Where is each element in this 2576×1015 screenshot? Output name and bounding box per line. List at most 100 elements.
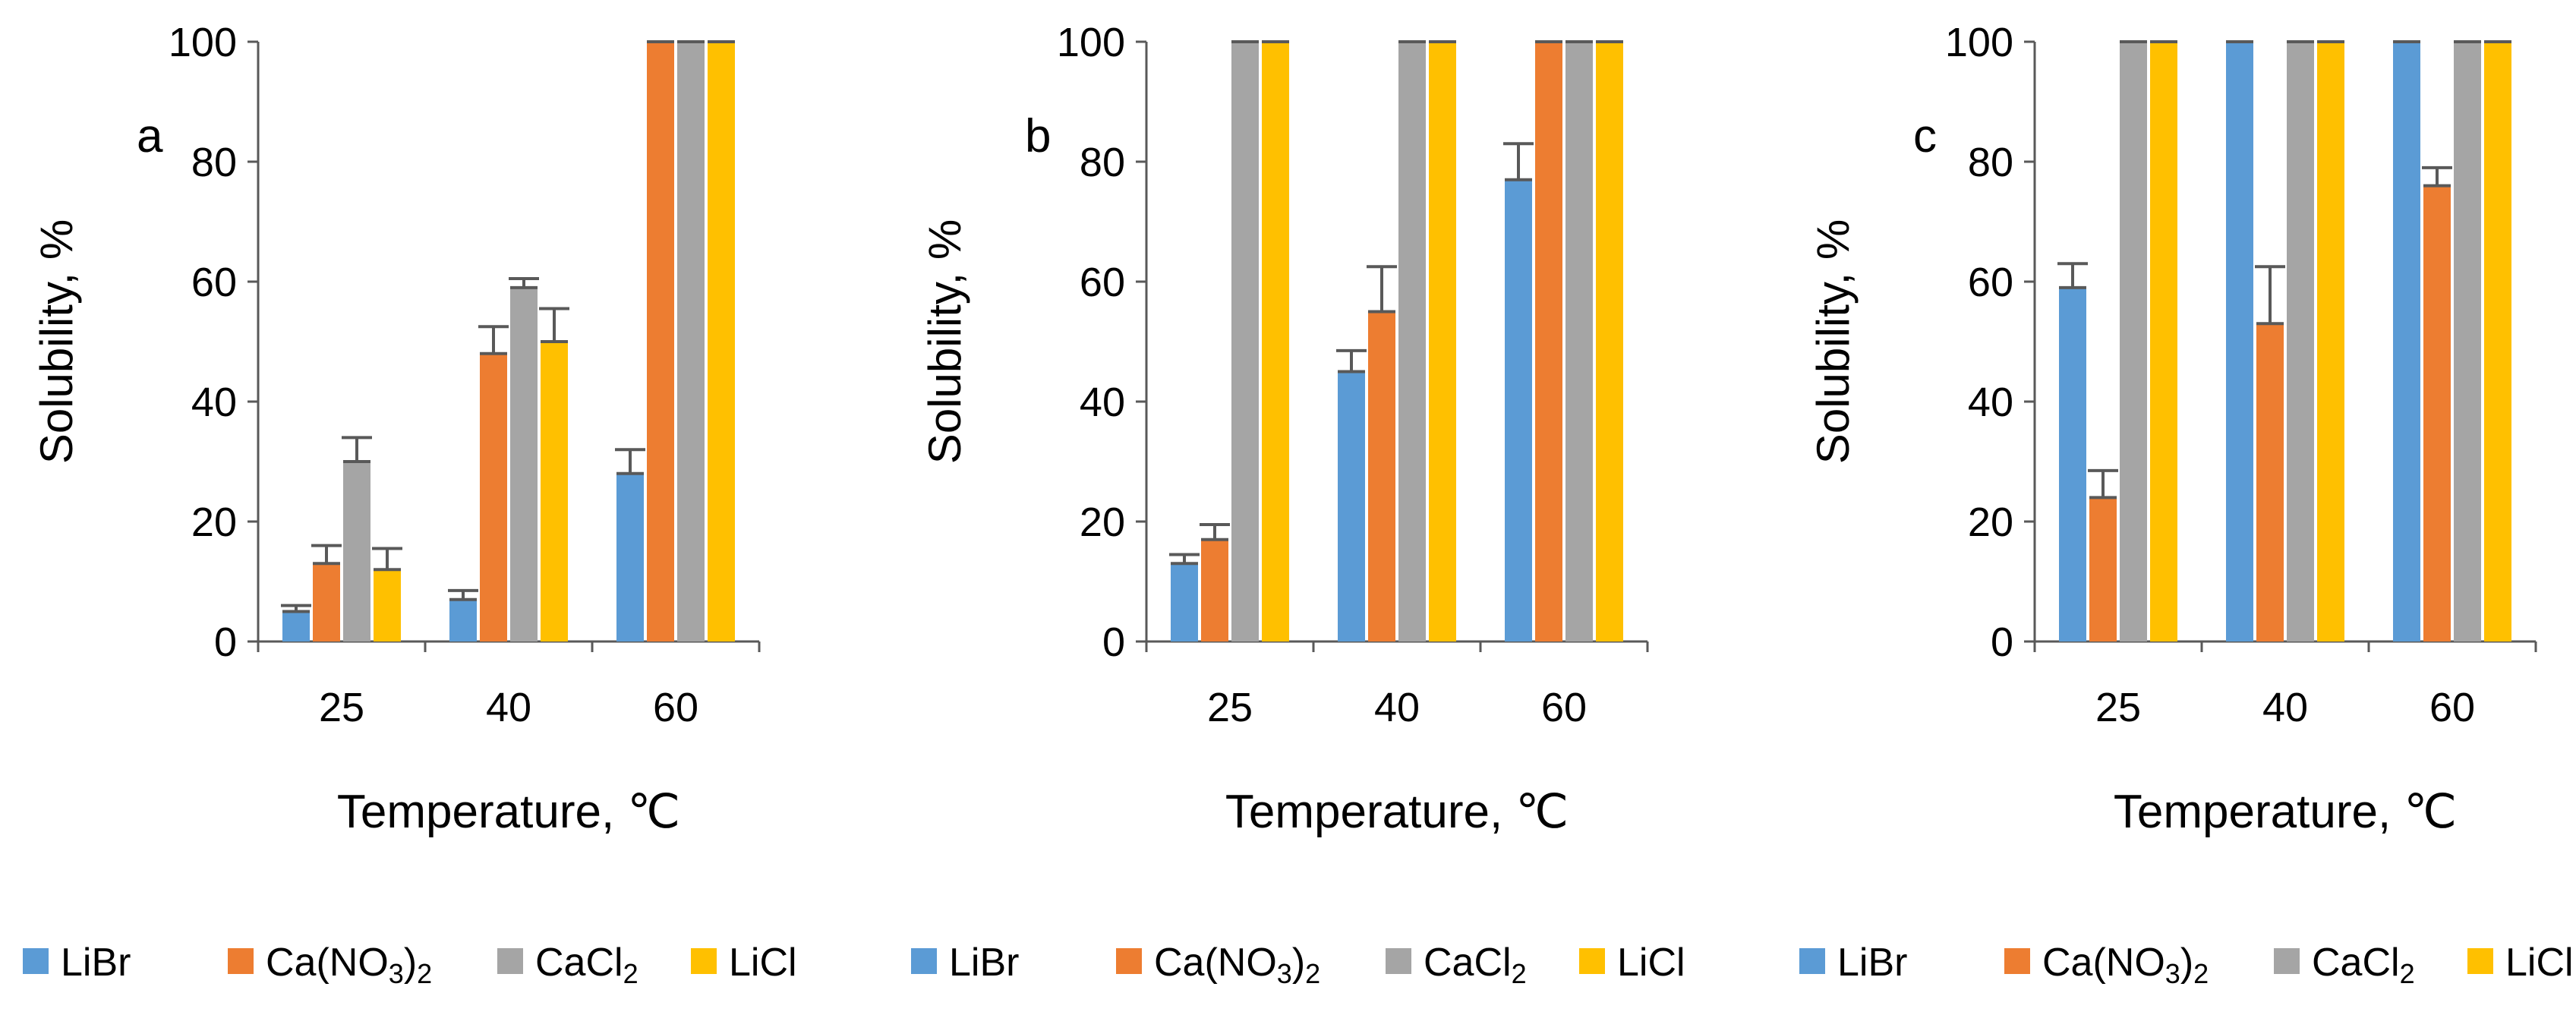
bar-Ca(NO3)2-60	[1535, 42, 1562, 641]
panel-label: a	[137, 110, 163, 162]
bar-LiCl-25	[1262, 42, 1289, 641]
legend-item-Ca(NO3)2: Ca(NO3)2	[1116, 941, 1320, 989]
bar-CaCl2-60	[1565, 42, 1593, 641]
y-axis-title: Solubility, %	[31, 219, 82, 464]
chart-panel-c: 0 20 40 60 80 100 25 40 60 Solubility, % c Temperat…	[1799, 20, 2574, 989]
legend-swatch	[23, 948, 49, 974]
bar-CaCl2-40	[2287, 42, 2314, 641]
legend: LiBr Ca(NO3)2 CaCl2 LiCl	[1799, 941, 2574, 989]
legend-item-LiBr: LiBr	[1799, 941, 1907, 985]
legend-item-LiCl: LiCl	[1579, 941, 1685, 985]
y-tick-label: 0	[1991, 619, 2013, 665]
bar-CaCl2-25	[343, 462, 370, 641]
bar-CaCl2-60	[677, 42, 705, 641]
y-tick-label: 0	[214, 619, 237, 665]
y-tick-label: 20	[1968, 500, 2013, 545]
panel-label: c	[1913, 110, 1937, 162]
x-tick-label: 25	[319, 685, 364, 730]
legend-label: Ca(NO3)2	[266, 941, 432, 989]
legend-item-Ca(NO3)2: Ca(NO3)2	[2004, 941, 2209, 989]
y-tick-label: 0	[1102, 619, 1125, 665]
y-axis-title: Solubility, %	[1808, 219, 1859, 464]
legend-item-LiCl: LiCl	[691, 941, 797, 985]
legend-item-LiBr: LiBr	[911, 941, 1019, 985]
x-axis-title: Temperature, ℃	[337, 786, 680, 838]
y-tick-label: 60	[1968, 260, 2013, 305]
y-tick-label: 80	[191, 140, 237, 185]
y-tick-label: 20	[191, 500, 237, 545]
bar-LiBr-40	[449, 599, 477, 641]
bar-LiCl-40	[1429, 42, 1456, 641]
legend-swatch	[497, 948, 523, 974]
legend-label: Ca(NO3)2	[2042, 941, 2209, 989]
legend-swatch	[1386, 948, 1411, 974]
bar-LiBr-25	[2059, 287, 2086, 641]
legend-item-CaCl2: CaCl2	[1386, 941, 1527, 989]
x-axis-title: Temperature, ℃	[1225, 786, 1569, 838]
y-tick-label: 60	[1080, 260, 1125, 305]
bar-Ca(NO3)2-40	[2256, 323, 2284, 641]
bar-LiBr-40	[2226, 42, 2253, 641]
legend-swatch	[228, 948, 254, 974]
bar-LiCl-40	[541, 342, 568, 641]
bar-Ca(NO3)2-25	[313, 563, 340, 641]
legend: LiBr Ca(NO3)2 CaCl2 LiCl	[23, 941, 797, 989]
legend-item-LiBr: LiBr	[23, 941, 131, 985]
legend-label: LiCl	[1617, 941, 1685, 985]
bar-LiBr-60	[2393, 42, 2420, 641]
x-tick-label: 40	[2262, 685, 2308, 730]
bar-LiCl-60	[2484, 42, 2511, 641]
y-tick-label: 100	[169, 20, 237, 65]
legend-item-Ca(NO3)2: Ca(NO3)2	[228, 941, 432, 989]
legend-swatch	[1799, 948, 1825, 974]
bar-LiCl-40	[2317, 42, 2344, 641]
bar-LiBr-25	[1171, 563, 1198, 641]
y-tick-label: 100	[1945, 20, 2013, 65]
legend-label: CaCl2	[1424, 941, 1527, 989]
chart-panel-b: 0 20 40 60 80 100 25 40 60 Solubility, % b Temperat…	[911, 20, 1685, 989]
y-tick-label: 60	[191, 260, 237, 305]
y-tick-label: 40	[191, 380, 237, 425]
legend: LiBr Ca(NO3)2 CaCl2 LiCl	[911, 941, 1685, 989]
bar-CaCl2-25	[1231, 42, 1259, 641]
legend-label: LiBr	[1837, 941, 1907, 985]
bar-Ca(NO3)2-25	[1201, 539, 1228, 641]
bar-Ca(NO3)2-60	[2423, 185, 2451, 642]
legend-label: CaCl2	[2312, 941, 2415, 989]
bar-CaCl2-60	[2454, 42, 2481, 641]
bar-CaCl2-40	[510, 287, 538, 641]
legend-label: LiBr	[949, 941, 1019, 985]
panel-label: b	[1025, 110, 1051, 162]
bar-LiBr-40	[1338, 371, 1365, 641]
bar-LiBr-25	[282, 611, 310, 641]
x-tick-label: 60	[2429, 685, 2475, 730]
y-tick-label: 80	[1080, 140, 1125, 185]
legend-swatch	[2274, 948, 2300, 974]
legend-item-CaCl2: CaCl2	[497, 941, 638, 989]
y-tick-label: 40	[1080, 380, 1125, 425]
legend-label: Ca(NO3)2	[1154, 941, 1320, 989]
x-tick-label: 60	[653, 685, 698, 730]
legend-swatch	[2004, 948, 2030, 974]
y-tick-label: 100	[1057, 20, 1125, 65]
x-axis-title: Temperature, ℃	[2114, 786, 2457, 838]
x-tick-label: 60	[1541, 685, 1587, 730]
bar-Ca(NO3)2-60	[647, 42, 674, 641]
bar-LiCl-60	[708, 42, 735, 641]
bar-LiBr-60	[1505, 179, 1532, 641]
bar-Ca(NO3)2-40	[1368, 311, 1395, 641]
legend-swatch	[1116, 948, 1142, 974]
y-axis-title: Solubility, %	[919, 219, 970, 464]
y-tick-label: 20	[1080, 500, 1125, 545]
bar-CaCl2-40	[1398, 42, 1426, 641]
legend-swatch	[1579, 948, 1605, 974]
bar-LiCl-60	[1596, 42, 1623, 641]
x-tick-label: 25	[2095, 685, 2141, 730]
chart-panel-a: 0 20 40 60 80 100 25 40 60 Solubility, % a Temperat…	[23, 20, 797, 989]
x-tick-label: 40	[486, 685, 531, 730]
legend-label: LiCl	[2505, 941, 2574, 985]
legend-swatch	[2467, 948, 2493, 974]
legend-label: LiCl	[729, 941, 797, 985]
bar-LiCl-25	[374, 569, 401, 641]
